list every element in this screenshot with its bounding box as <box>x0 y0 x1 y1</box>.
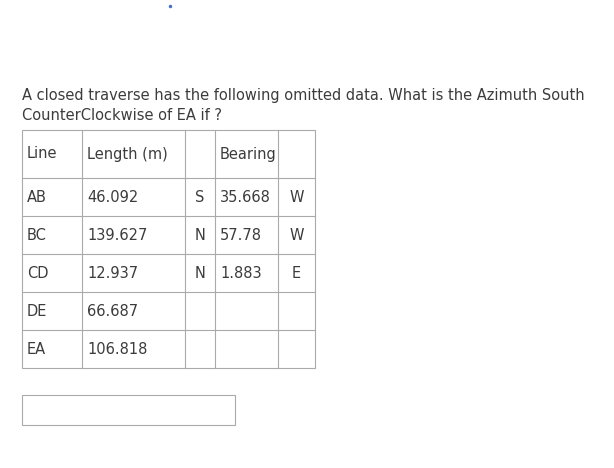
Text: N: N <box>195 227 206 242</box>
Text: 57.78: 57.78 <box>220 227 262 242</box>
Text: A closed traverse has the following omitted data. What is the Azimuth South: A closed traverse has the following omit… <box>22 88 585 103</box>
Text: W: W <box>289 190 304 205</box>
Text: Bearing: Bearing <box>220 146 277 161</box>
Text: 139.627: 139.627 <box>87 227 147 242</box>
Text: DE: DE <box>27 304 47 319</box>
Bar <box>22 395 235 425</box>
Text: Length (m): Length (m) <box>87 146 168 161</box>
Text: S: S <box>195 190 204 205</box>
Text: Line: Line <box>27 146 58 161</box>
Text: 12.937: 12.937 <box>87 265 138 280</box>
Text: N: N <box>195 265 206 280</box>
Text: 35.668: 35.668 <box>220 190 271 205</box>
Text: 46.092: 46.092 <box>87 190 138 205</box>
Text: CD: CD <box>27 265 49 280</box>
Bar <box>22 130 315 368</box>
Text: 66.687: 66.687 <box>87 304 138 319</box>
Text: AB: AB <box>27 190 47 205</box>
Text: 106.818: 106.818 <box>87 342 147 357</box>
Text: CounterClockwise of EA if ?: CounterClockwise of EA if ? <box>22 108 222 123</box>
Text: EA: EA <box>27 342 46 357</box>
Text: 1.883: 1.883 <box>220 265 262 280</box>
Text: BC: BC <box>27 227 47 242</box>
Text: E: E <box>292 265 301 280</box>
Text: W: W <box>289 227 304 242</box>
